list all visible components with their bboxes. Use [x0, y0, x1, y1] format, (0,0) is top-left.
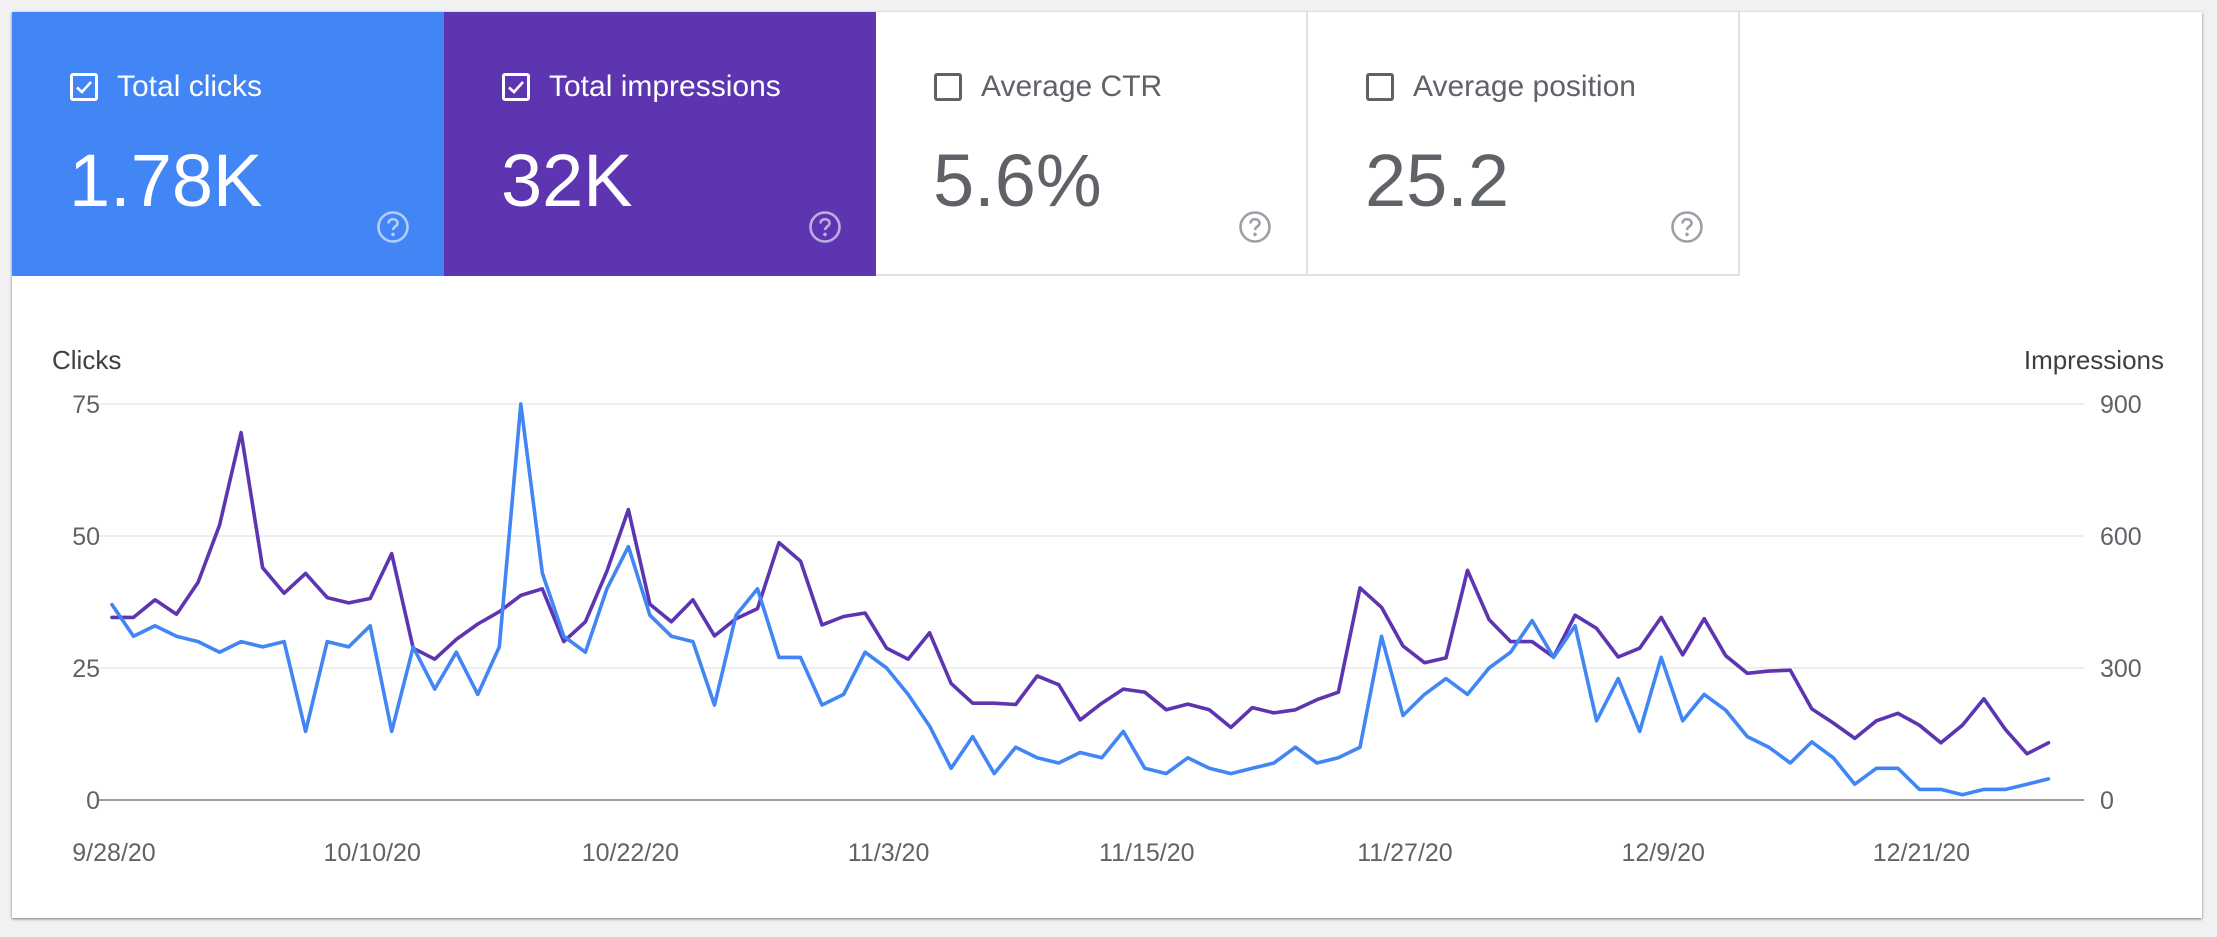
- x-tick-label: 12/21/20: [1873, 839, 1970, 867]
- metric-card-average-position[interactable]: Average position 25.2: [1308, 12, 1740, 276]
- x-tick-label: 10/22/20: [582, 839, 679, 867]
- metric-card-total-impressions[interactable]: Total impressions 32K: [444, 12, 876, 276]
- help-circle-icon[interactable]: [376, 210, 410, 244]
- metric-label: Average CTR: [981, 70, 1163, 103]
- right-tick-label: 300: [2100, 655, 2142, 683]
- metric-label: Average position: [1413, 70, 1636, 103]
- metric-value: 32K: [501, 139, 633, 222]
- x-tick-label: 9/28/20: [72, 839, 155, 867]
- checkbox-empty-icon[interactable]: [934, 73, 962, 101]
- metric-header: Average CTR: [934, 70, 1162, 104]
- metric-header: Total clicks: [70, 70, 262, 104]
- performance-chart: Clicks Impressions 0 25 50 75 0 300 600 900 9/28/2…: [12, 276, 2202, 896]
- metric-value: 25.2: [1365, 139, 1510, 222]
- metric-card-average-ctr[interactable]: Average CTR 5.6%: [876, 12, 1308, 276]
- metric-label: Total clicks: [117, 70, 263, 103]
- metric-card-row: Total clicks 1.78K Total impressions 32K Ave…: [12, 12, 1740, 276]
- metric-header: Average position: [1366, 70, 1636, 104]
- series-line-clicks: [110, 402, 2051, 797]
- help-circle-icon[interactable]: [808, 210, 842, 244]
- help-circle-icon[interactable]: [1670, 210, 1704, 244]
- performance-panel: Total clicks 1.78K Total impressions 32K Ave…: [12, 12, 2202, 918]
- help-circle-icon[interactable]: [1238, 210, 1272, 244]
- left-tick-label: 0: [86, 787, 100, 815]
- metric-card-total-clicks[interactable]: Total clicks 1.78K: [12, 12, 444, 276]
- left-axis-title: Clicks: [52, 345, 121, 375]
- metric-header: Total impressions: [502, 70, 781, 104]
- checkbox-empty-icon[interactable]: [1366, 73, 1394, 101]
- metric-value: 5.6%: [933, 139, 1102, 222]
- series-line-impressions: [110, 430, 2051, 756]
- x-tick-label: 10/10/20: [324, 839, 421, 867]
- x-tick-label: 11/3/20: [848, 839, 930, 867]
- left-tick-label: 25: [72, 655, 100, 683]
- right-tick-label: 900: [2100, 391, 2142, 419]
- x-tick-label: 11/27/20: [1357, 839, 1452, 867]
- x-tick-label: 11/15/20: [1099, 839, 1194, 867]
- right-tick-label: 600: [2100, 523, 2142, 551]
- chart-svg: Clicks Impressions 0 25 50 75 0 300 600 900 9/28/2…: [52, 345, 2164, 867]
- metric-value: 1.78K: [69, 139, 263, 222]
- left-tick-label: 50: [72, 523, 100, 551]
- metric-label: Total impressions: [549, 70, 781, 103]
- checkbox-checked-icon[interactable]: [502, 73, 530, 101]
- left-tick-label: 75: [72, 391, 100, 419]
- checkbox-checked-icon[interactable]: [70, 73, 98, 101]
- x-tick-label: 12/9/20: [1621, 839, 1704, 867]
- right-axis-title: Impressions: [2024, 345, 2164, 375]
- right-tick-label: 0: [2100, 787, 2114, 815]
